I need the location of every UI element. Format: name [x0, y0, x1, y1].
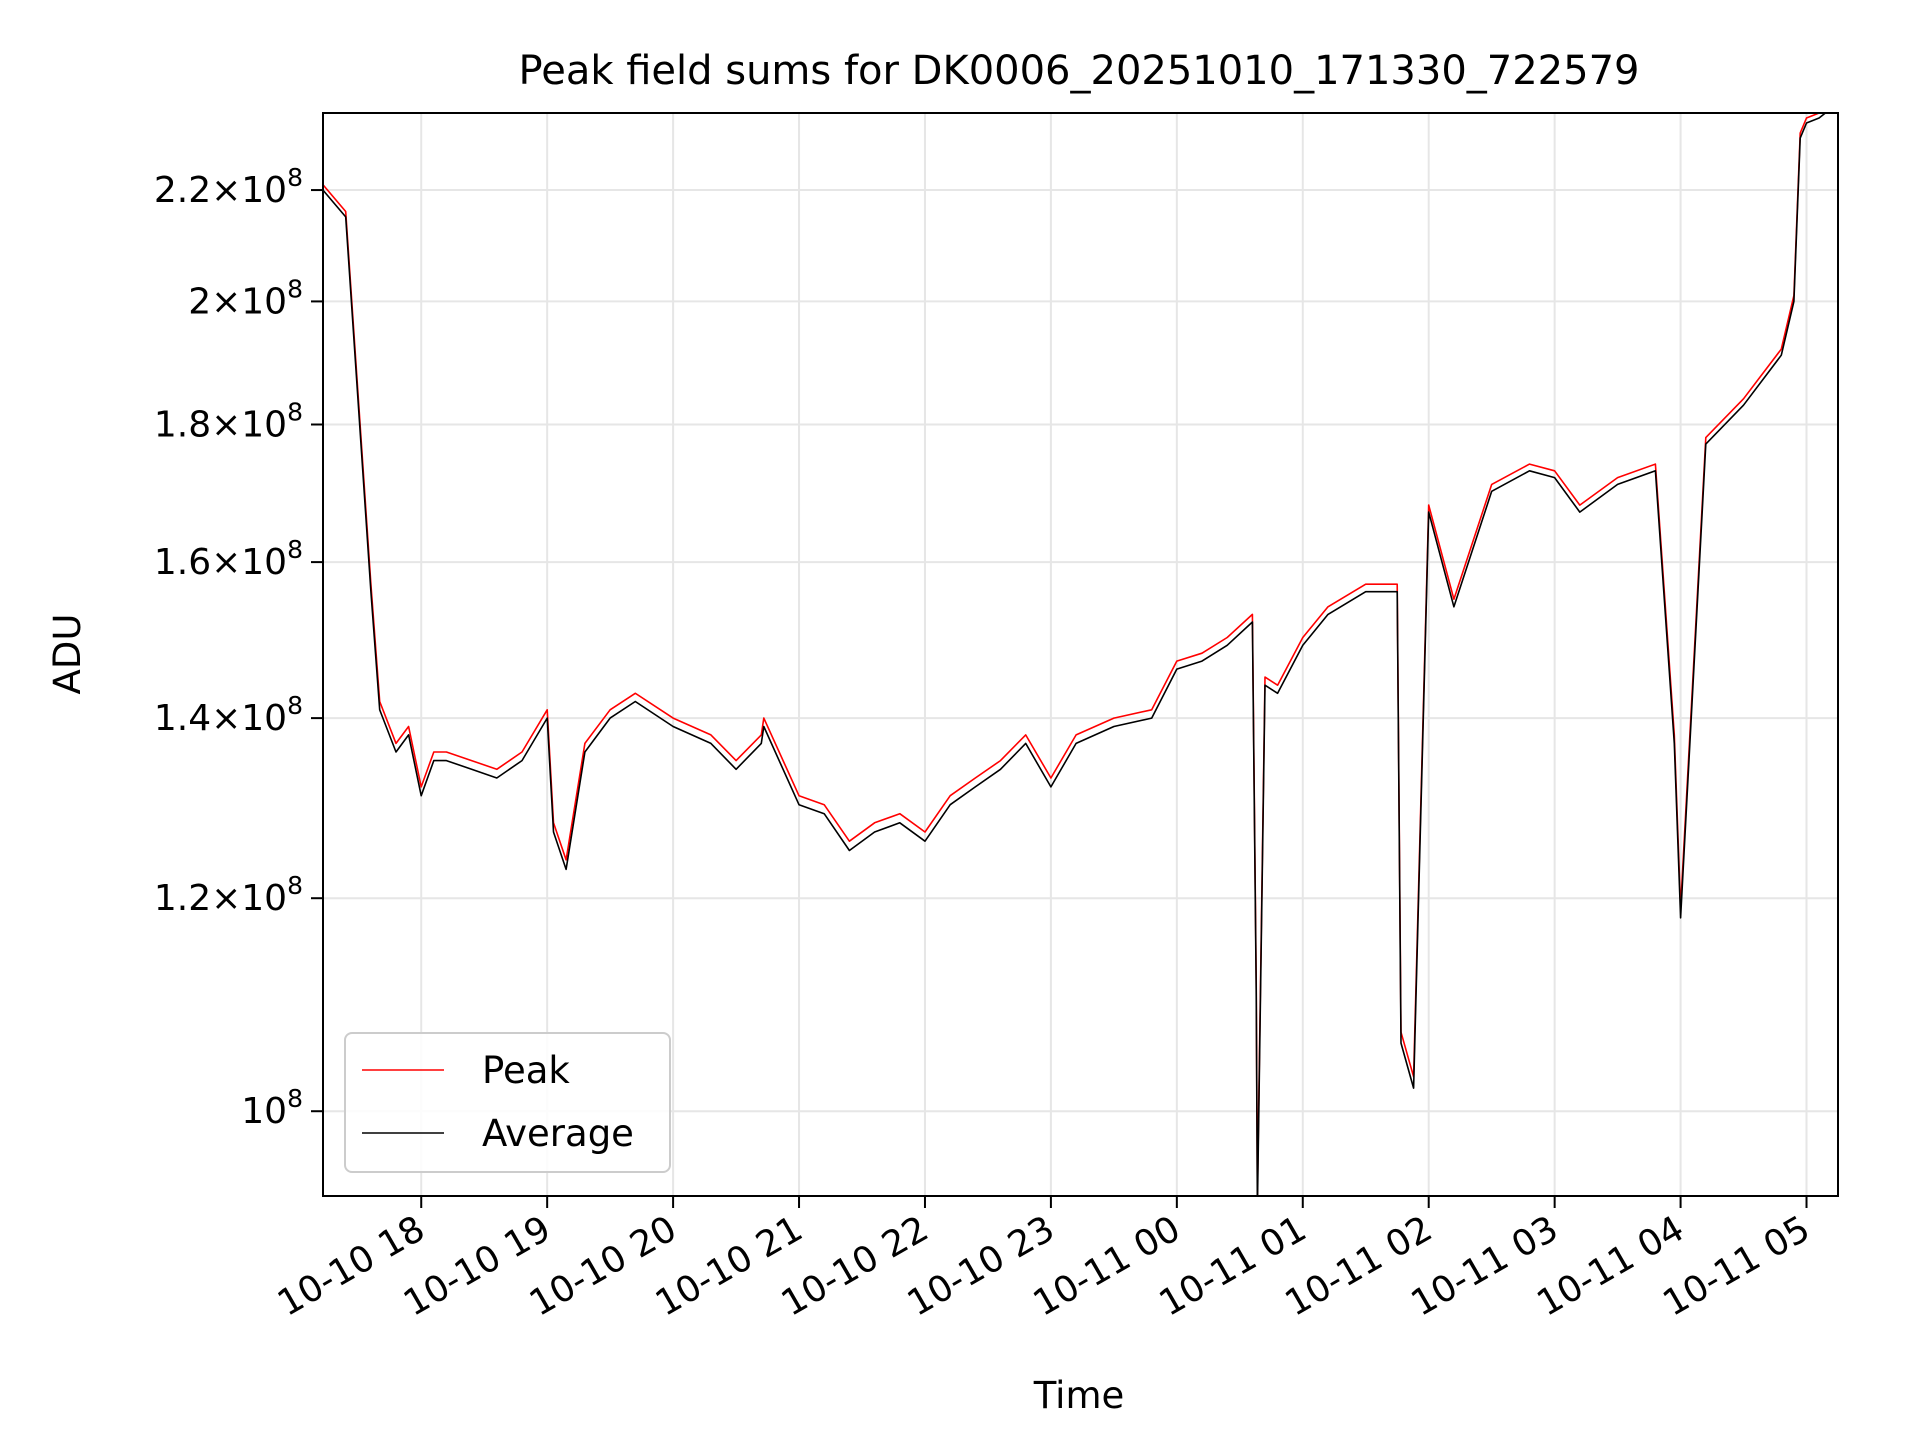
y-tick-label: 1.4×108 — [154, 691, 303, 739]
y-axis-ticks: 108 1.2×108 1.4×108 1.6×108 1.8×108 2×108 2.2×… — [154, 163, 323, 1132]
y-tick-label: 2×108 — [188, 274, 303, 322]
series-layer — [323, 113, 1826, 1196]
plot-frame — [322, 112, 1839, 1197]
y-tick-label: 1.6×108 — [154, 535, 303, 583]
legend-box — [344, 1032, 671, 1173]
y-tick-label: 108 — [241, 1084, 303, 1132]
grid — [323, 113, 1838, 1196]
legend-label-average: Average — [482, 1112, 634, 1155]
legend-label-peak: Peak — [482, 1049, 570, 1092]
chart-title: Peak field sums for DK0006_20251010_1713… — [519, 48, 1640, 94]
y-tick-label: 1.2×108 — [154, 871, 303, 919]
y-tick-label: 1.8×108 — [154, 398, 303, 446]
x-axis-label: Time — [1033, 1374, 1125, 1417]
y-tick-label: 2.2×108 — [154, 163, 303, 211]
series-line-average — [323, 113, 1826, 1196]
legend: Peak Average — [344, 1032, 671, 1173]
y-axis-label: ADU — [46, 614, 89, 695]
series-line-peak — [323, 113, 1821, 1196]
